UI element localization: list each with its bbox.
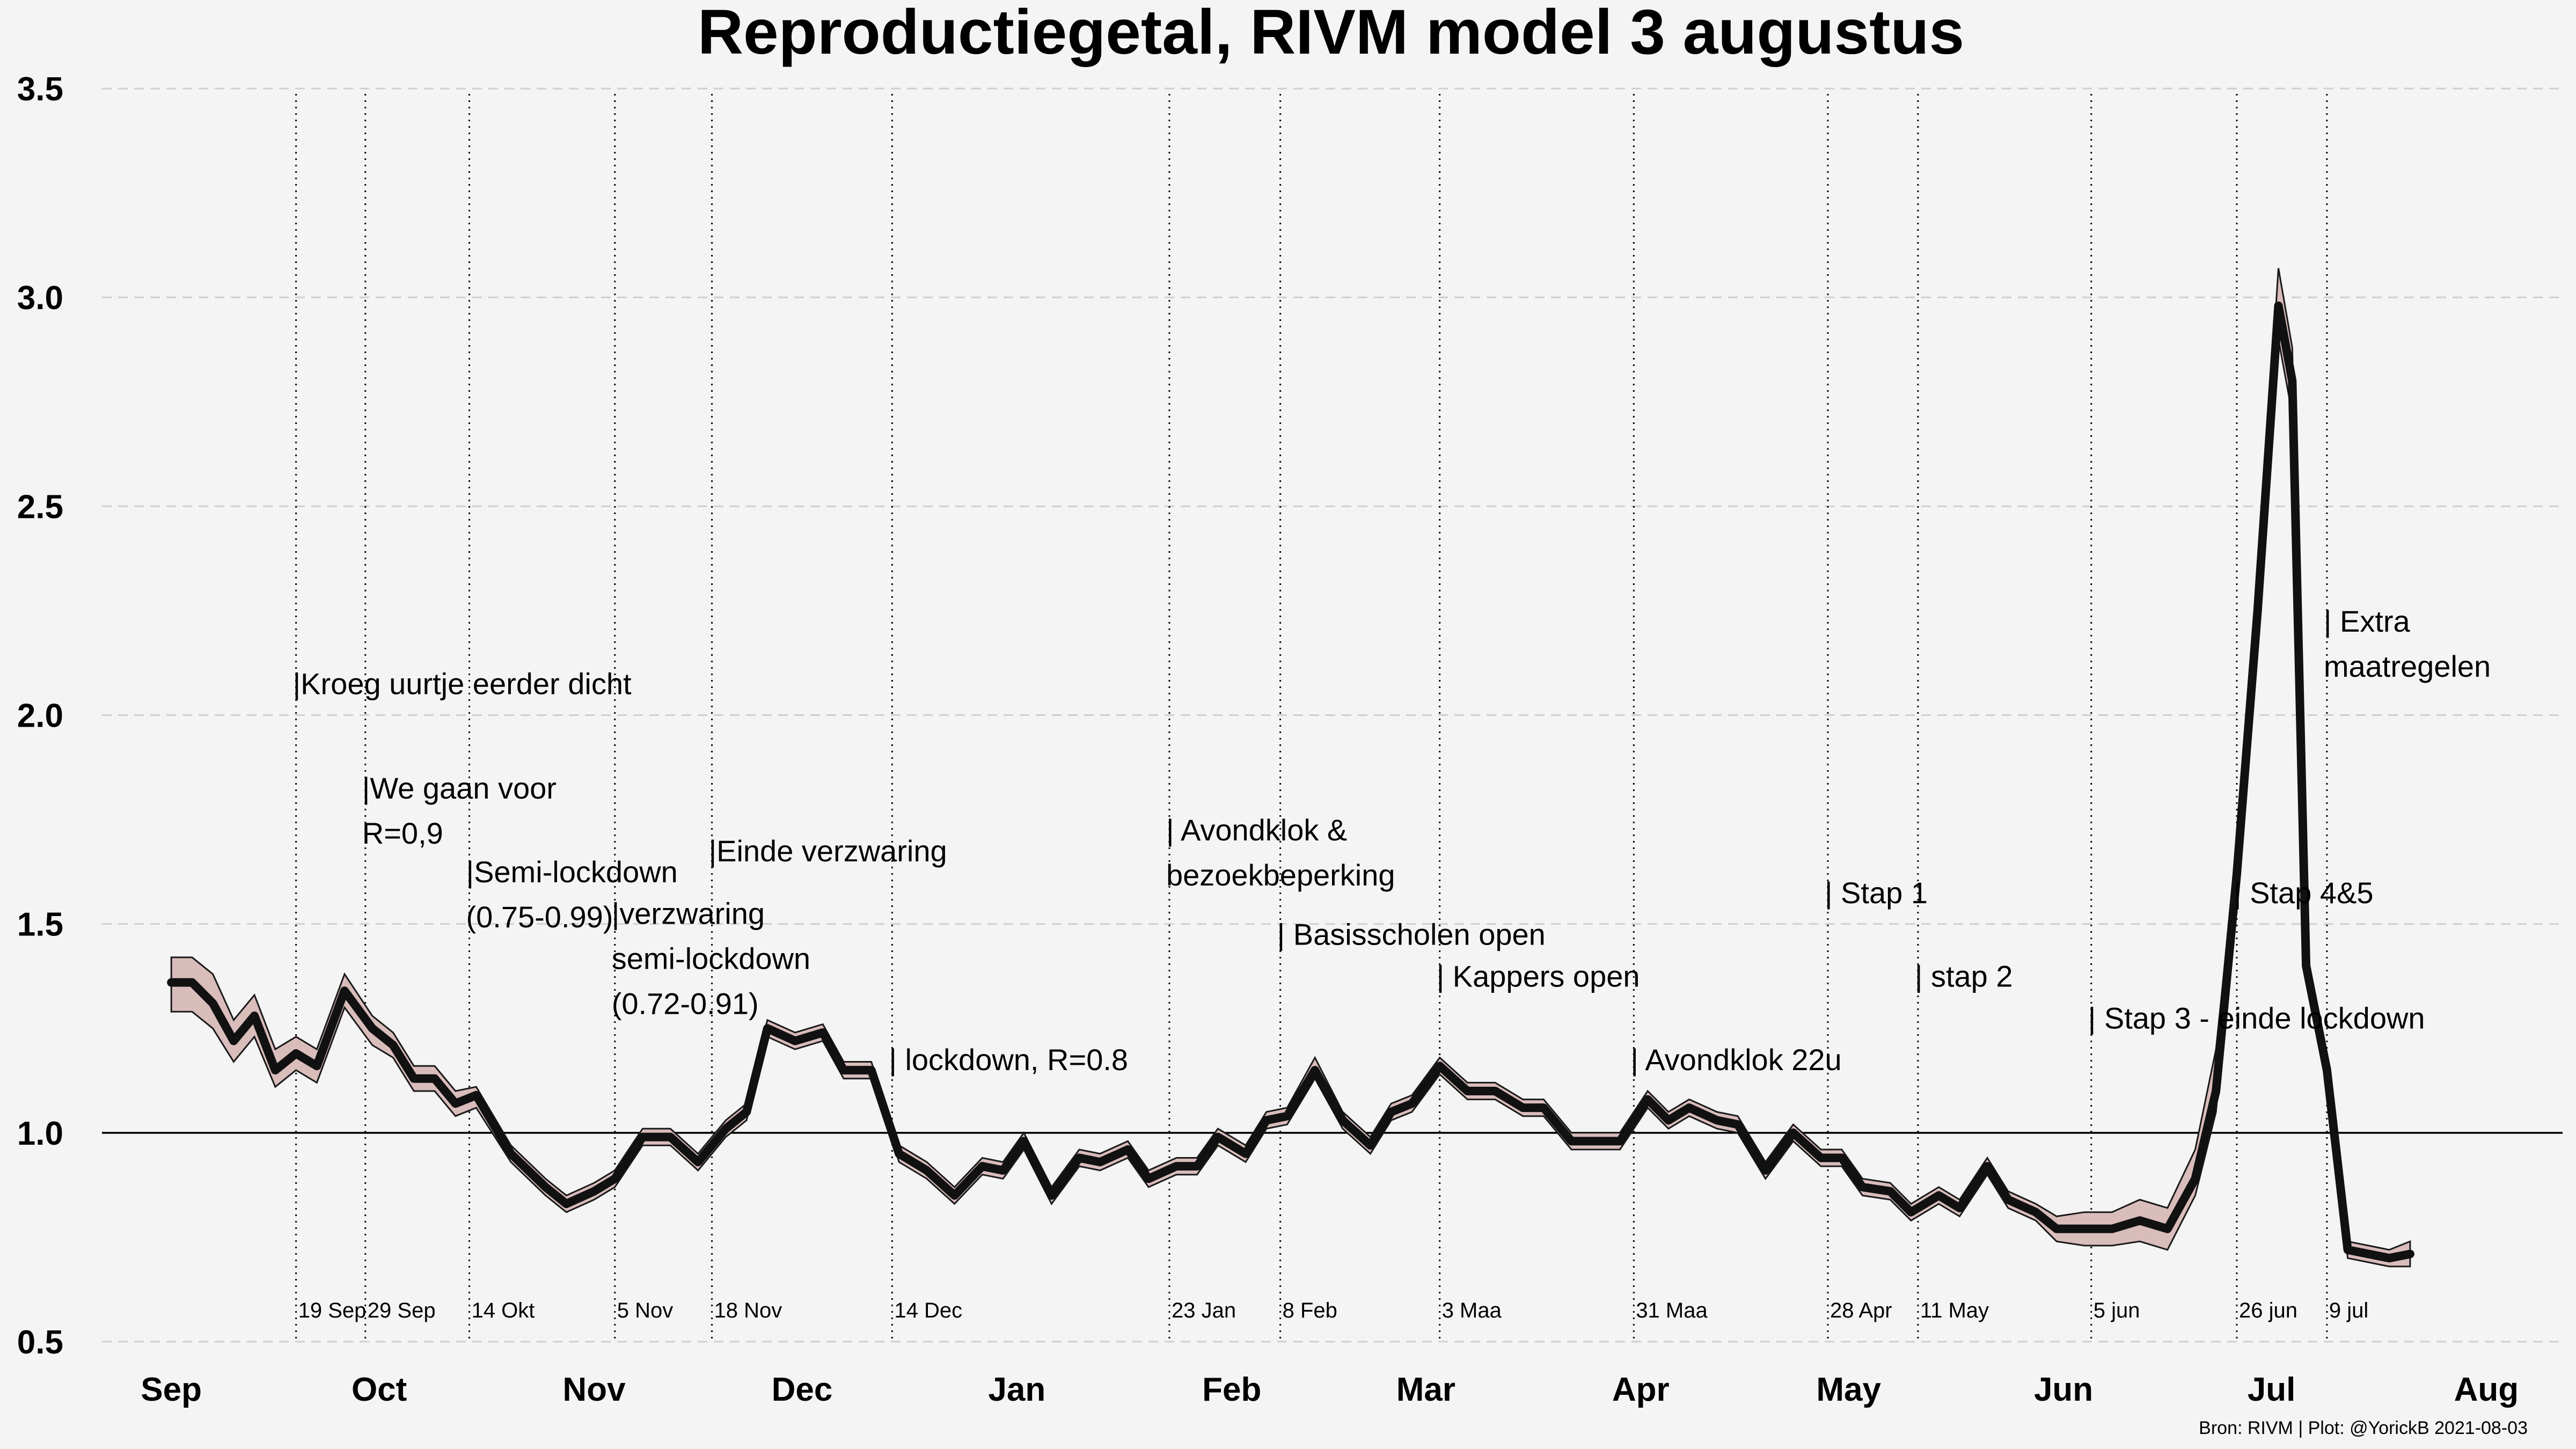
y-tick-label: 1.5 — [17, 906, 63, 943]
x-tick-label: May — [1816, 1371, 1881, 1408]
confidence-band — [170, 268, 2411, 1268]
chart-title: Reproductiegetal, RIVM model 3 augustus — [698, 0, 1964, 68]
event-annotation: maatregelen — [2324, 649, 2491, 683]
x-tick-label: Oct — [352, 1371, 407, 1408]
grid-layer — [102, 87, 2563, 1343]
x-tick-label: Sep — [141, 1371, 202, 1408]
y-tick-label: 2.5 — [17, 488, 63, 525]
event-annotation: | stap 2 — [1915, 959, 2013, 993]
x-tick-label: Feb — [1202, 1371, 1261, 1408]
event-annotation: bezoekbeperking — [1166, 858, 1395, 892]
event-annotation: | Kappers open — [1437, 959, 1640, 993]
event-annotation: |Einde verzwaring — [709, 834, 947, 868]
event-annotation: | Stap 4&5 — [2234, 876, 2374, 910]
y-tick-label: 0.5 — [17, 1324, 63, 1361]
event-annotation: (0.72-0.91) — [612, 987, 759, 1021]
event-date-label: 19 Sep — [298, 1299, 367, 1322]
event-date-label: 5 jun — [2094, 1299, 2140, 1322]
event-date-label: 9 jul — [2329, 1299, 2368, 1322]
event-annotation: | Extra — [2324, 604, 2411, 638]
event-date-label: 18 Nov — [714, 1299, 782, 1322]
event-date-label: 8 Feb — [1283, 1299, 1337, 1322]
event-annotation: semi-lockdown — [612, 942, 810, 976]
event-date-label: 29 Sep — [368, 1299, 436, 1322]
annotation-layer: 19 Sep |Kroeg uurtje eerder dicht 29 Sep |W… — [293, 604, 2491, 1322]
x-tick-label: Jul — [2248, 1371, 2296, 1408]
event-date-label: 3 Maa — [1442, 1299, 1502, 1322]
event-annotation: | lockdown, R=0.8 — [889, 1043, 1128, 1077]
event-annotation: |Semi-lockdown — [466, 855, 678, 889]
y-tick-label: 2.0 — [17, 698, 63, 735]
event-date-label: 31 Maa — [1636, 1299, 1708, 1322]
axis-layer: 0.5 1.0 1.5 2.0 2.5 3.0 3.5 Sep Oct Nov Dec Jan Feb M… — [17, 71, 2519, 1408]
chart-caption: Bron: RIVM | Plot: @YorickB 2021-08-03 — [2199, 1418, 2528, 1438]
event-annotation: |verzwaring — [612, 897, 765, 931]
x-tick-label: Jan — [988, 1371, 1045, 1408]
x-tick-label: Mar — [1396, 1371, 1455, 1408]
x-tick-label: Nov — [562, 1371, 626, 1408]
y-tick-label: 3.5 — [17, 71, 63, 108]
event-annotation: | Avondklok & — [1166, 813, 1347, 847]
event-annotation: | Avondklok 22u — [1630, 1043, 1841, 1077]
event-annotation: (0.75-0.99) — [466, 900, 613, 934]
event-date-label: 26 jun — [2239, 1299, 2297, 1322]
y-tick-label: 3.0 — [17, 280, 63, 317]
event-date-label: 14 Dec — [894, 1299, 962, 1322]
event-annotation: | Stap 1 — [1825, 876, 1928, 910]
event-date-label: 23 Jan — [1172, 1299, 1236, 1322]
x-tick-label: Jun — [2034, 1371, 2093, 1408]
event-annotation: R=0,9 — [362, 816, 443, 850]
y-tick-label: 1.0 — [17, 1115, 63, 1152]
x-tick-label: Dec — [772, 1371, 833, 1408]
event-annotation: |We gaan voor — [362, 771, 557, 805]
event-annotation: | Stap 3 - einde lockdown — [2088, 1001, 2425, 1035]
event-annotation: |Kroeg uurtje eerder dicht — [293, 667, 632, 701]
r-estimate-line — [167, 301, 2414, 1263]
event-date-label: 28 Apr — [1830, 1299, 1892, 1322]
event-date-label: 5 Nov — [617, 1299, 674, 1322]
event-date-label: 14 Okt — [472, 1299, 535, 1322]
event-date-label: 11 May — [1920, 1299, 1989, 1322]
x-tick-label: Aug — [2454, 1371, 2519, 1408]
event-annotation: | Basisscholen open — [1277, 918, 1546, 952]
line-layer — [167, 301, 2414, 1263]
band-layer — [170, 268, 2411, 1268]
x-tick-label: Apr — [1612, 1371, 1670, 1408]
